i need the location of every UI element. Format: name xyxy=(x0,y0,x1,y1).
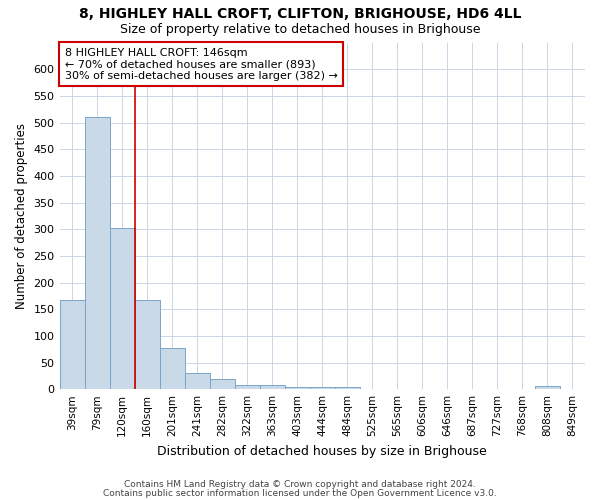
Y-axis label: Number of detached properties: Number of detached properties xyxy=(15,123,28,309)
Bar xyxy=(134,300,160,389)
Bar xyxy=(335,386,360,389)
Bar xyxy=(85,117,110,389)
Bar xyxy=(285,386,310,389)
Bar xyxy=(235,386,260,389)
Bar xyxy=(310,386,335,389)
Bar xyxy=(110,228,134,389)
Bar xyxy=(535,386,560,389)
Bar xyxy=(160,348,185,389)
Bar xyxy=(260,385,285,389)
Text: Contains public sector information licensed under the Open Government Licence v3: Contains public sector information licen… xyxy=(103,488,497,498)
Bar xyxy=(185,372,209,389)
Text: Contains HM Land Registry data © Crown copyright and database right 2024.: Contains HM Land Registry data © Crown c… xyxy=(124,480,476,489)
Bar xyxy=(59,300,85,389)
Text: 8, HIGHLEY HALL CROFT, CLIFTON, BRIGHOUSE, HD6 4LL: 8, HIGHLEY HALL CROFT, CLIFTON, BRIGHOUS… xyxy=(79,8,521,22)
X-axis label: Distribution of detached houses by size in Brighouse: Distribution of detached houses by size … xyxy=(157,444,487,458)
Text: Size of property relative to detached houses in Brighouse: Size of property relative to detached ho… xyxy=(120,22,480,36)
Bar xyxy=(209,379,235,389)
Text: 8 HIGHLEY HALL CROFT: 146sqm
← 70% of detached houses are smaller (893)
30% of s: 8 HIGHLEY HALL CROFT: 146sqm ← 70% of de… xyxy=(65,48,338,81)
